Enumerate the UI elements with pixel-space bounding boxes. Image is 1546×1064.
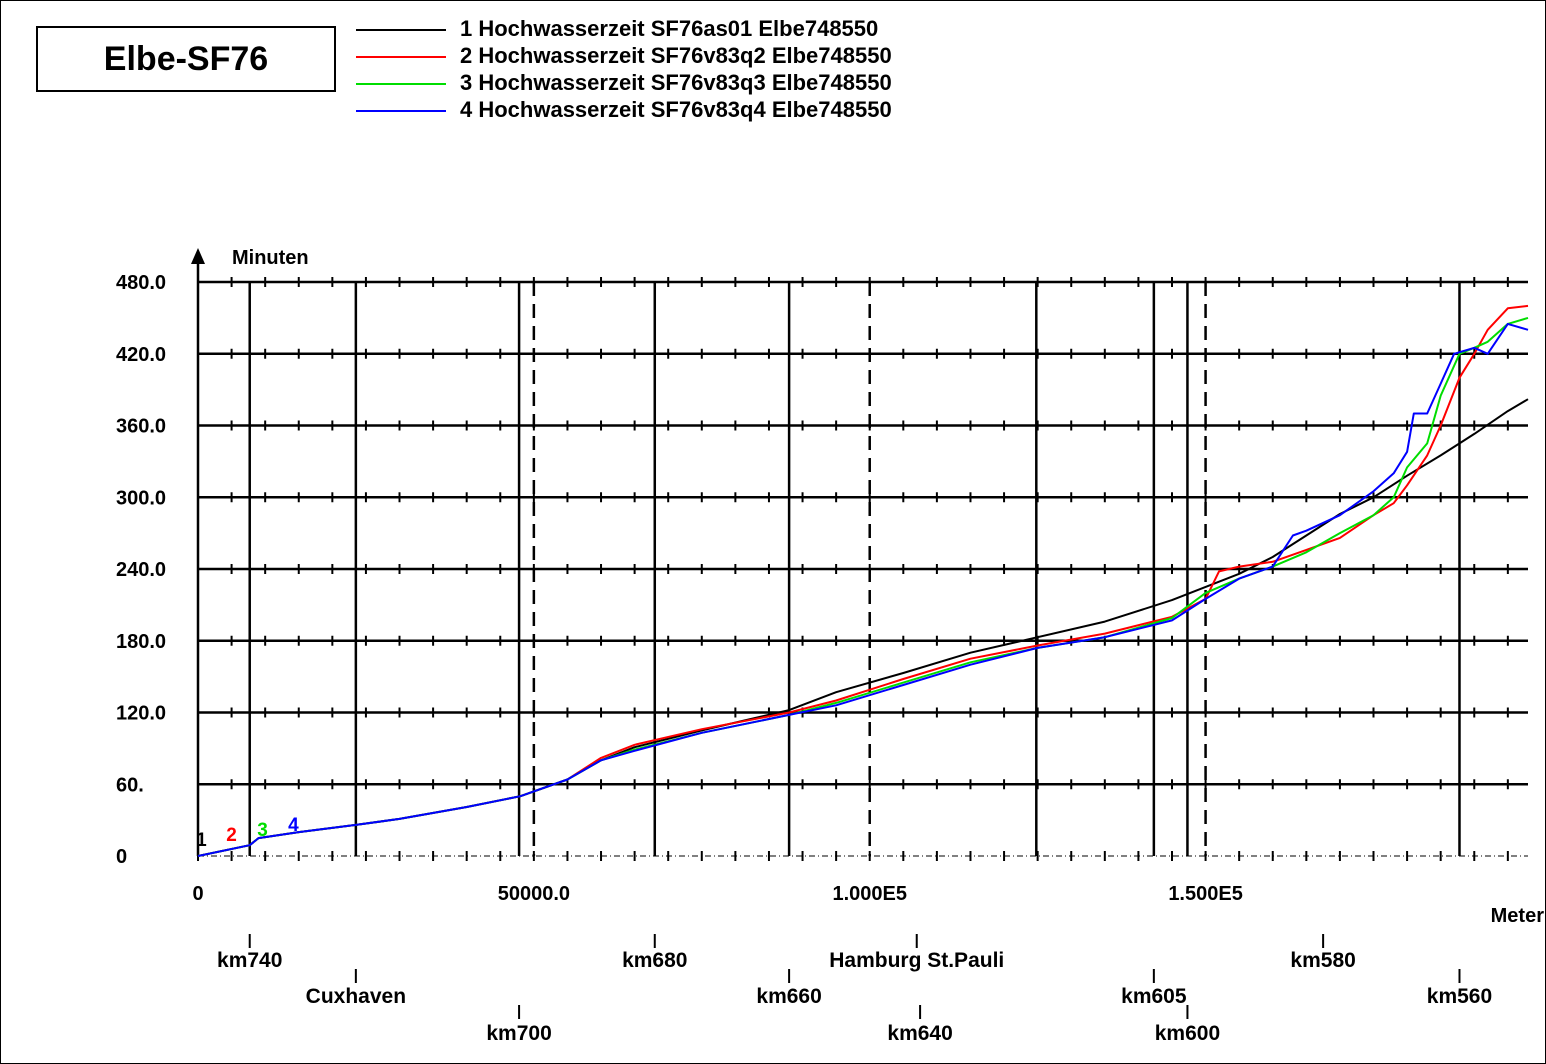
legend-swatch-2 [356, 56, 446, 58]
legend-swatch-4 [356, 110, 446, 112]
x-tick-label: 50000.0 [498, 883, 570, 905]
y-axis-label: Minuten [232, 247, 309, 269]
km-label: km560 [1427, 985, 1492, 1008]
chart-title: Elbe-SF76 [36, 26, 336, 92]
legend-label-4: 4 Hochwasserzeit SF76v83q4 Elbe748550 [460, 97, 892, 122]
series-marker-2: 2 [226, 825, 237, 846]
legend: 1 Hochwasserzeit SF76as01 Elbe748550 2 H… [352, 16, 1052, 136]
x-tick-label: 1.500E5 [1168, 883, 1243, 905]
x-tick-label: 1.000E5 [832, 883, 907, 905]
legend-item-3: 3 Hochwasserzeit SF76v83q3 Elbe748550 [352, 70, 1052, 96]
legend-item-4: 4 Hochwasserzeit SF76v83q4 Elbe748550 [352, 97, 1052, 123]
y-tick-label: 360.0 [116, 416, 166, 438]
series-line-2 [197, 304, 1529, 857]
km-label: km605 [1121, 985, 1187, 1008]
legend-label-1: 1 Hochwasserzeit SF76as01 Elbe748550 [460, 16, 879, 41]
km-label: km740 [217, 949, 282, 972]
x-axis-label: Meter [1491, 905, 1545, 927]
series-line-3 [197, 316, 1529, 857]
km-label: Cuxhaven [306, 985, 406, 1008]
km-label: km660 [756, 985, 821, 1008]
legend-item-2: 2 Hochwasserzeit SF76v83q2 Elbe748550 [352, 43, 1052, 69]
series-line-1 [197, 398, 1529, 857]
y-tick-label: 180.0 [116, 631, 166, 653]
x-tick-label: 0 [192, 883, 203, 905]
km-label: km680 [622, 949, 687, 972]
km-label: km580 [1290, 949, 1355, 972]
legend-item-1: 1 Hochwasserzeit SF76as01 Elbe748550 [352, 16, 1052, 42]
series-marker-4: 4 [288, 815, 299, 836]
y-axis-arrow [191, 248, 205, 264]
km-label: km600 [1155, 1022, 1220, 1045]
y-tick-label: 240.0 [116, 559, 166, 581]
series-marker-3: 3 [257, 820, 268, 841]
y-tick-label: 60. [116, 774, 144, 796]
y-tick-label: 300.0 [116, 487, 166, 509]
y-tick-label: 480.0 [116, 272, 166, 294]
legend-swatch-1 [356, 29, 446, 31]
km-label: Hamburg St.Pauli [829, 949, 1004, 972]
legend-label-3: 3 Hochwasserzeit SF76v83q3 Elbe748550 [460, 70, 892, 95]
km-label: km700 [486, 1022, 551, 1045]
km-label: km640 [887, 1022, 952, 1045]
series-line-4 [197, 322, 1529, 857]
legend-label-2: 2 Hochwasserzeit SF76v83q2 Elbe748550 [460, 43, 892, 68]
y-tick-label: 0 [116, 846, 127, 868]
legend-swatch-3 [356, 83, 446, 85]
y-tick-label: 420.0 [116, 344, 166, 366]
y-tick-label: 120.0 [116, 703, 166, 725]
series-marker-1: 1 [196, 830, 207, 851]
